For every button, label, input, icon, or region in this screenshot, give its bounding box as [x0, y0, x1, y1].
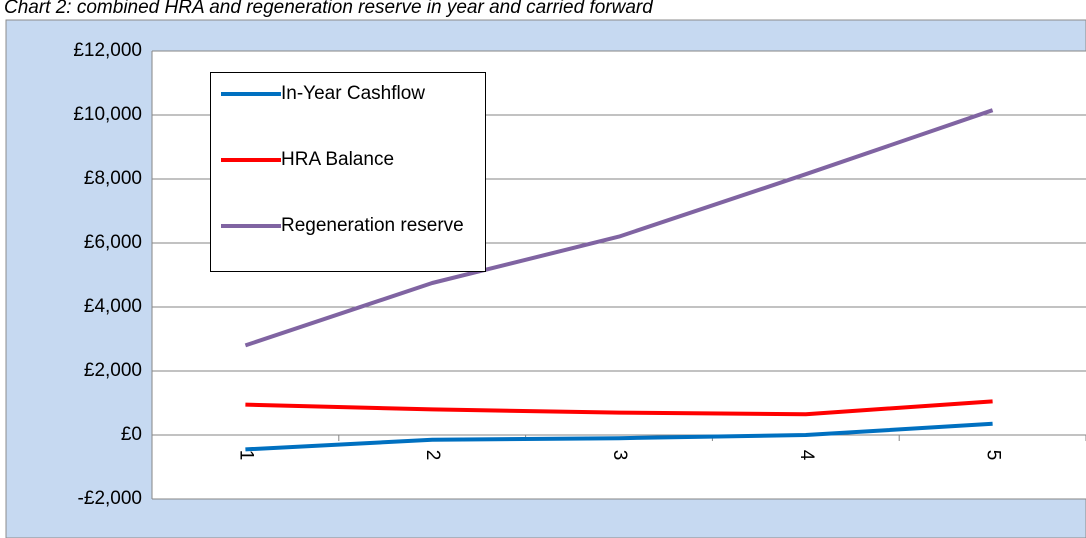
y-tick-label: £0	[121, 424, 142, 445]
legend-label: In-Year Cashflow	[281, 83, 425, 104]
x-tick-label: 2	[422, 450, 443, 461]
legend-label: Regeneration reserve	[281, 215, 464, 236]
y-tick-label: £4,000	[84, 296, 142, 317]
series-line	[245, 421, 993, 452]
legend-label: HRA Balance	[281, 149, 395, 170]
y-tick-label: £2,000	[84, 360, 142, 381]
legend-swatch	[221, 224, 281, 228]
x-tick-label: 1	[235, 450, 256, 461]
y-tick-label: £12,000	[73, 40, 142, 61]
legend-entry: HRA Balance	[221, 147, 485, 205]
series-line	[244, 108, 994, 348]
x-tick-label: 3	[609, 450, 630, 461]
y-tick-label: £6,000	[84, 232, 142, 253]
legend-entry: Regeneration reserve	[221, 213, 485, 271]
y-tick-label: £8,000	[84, 168, 142, 189]
legend-entry: In-Year Cashflow	[221, 81, 485, 139]
y-tick-label: £10,000	[73, 104, 142, 125]
y-tick-label: -£2,000	[78, 488, 142, 509]
legend-swatch	[221, 92, 281, 96]
legend-swatch	[221, 158, 281, 162]
legend: In-Year Cashflow HRA Balance Regeneration …	[210, 72, 486, 272]
chart-title: Chart 2: combined HRA and regeneration r…	[4, 0, 654, 18]
series-line	[245, 399, 993, 417]
x-tick-label: 4	[796, 450, 817, 461]
x-tick-label: 5	[983, 450, 1004, 461]
